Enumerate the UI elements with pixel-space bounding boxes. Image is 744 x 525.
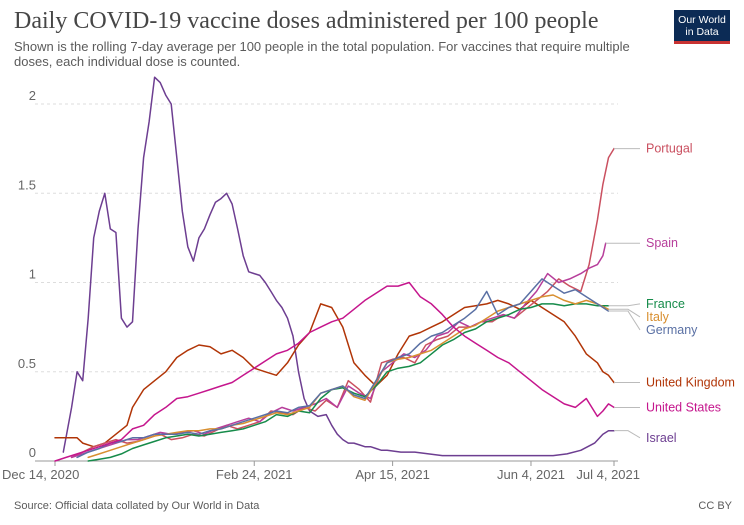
y-tick-label: 0.5	[18, 356, 36, 371]
series-line-united-states[interactable]	[54, 281, 615, 462]
y-tick-label: 1.5	[18, 177, 36, 192]
gridlines: 0 0.5 1 1.5 2	[18, 88, 618, 462]
series-line-israel[interactable]	[62, 76, 615, 457]
series-label-spain[interactable]: Spain	[646, 236, 678, 250]
y-tick-label: 2	[29, 88, 36, 103]
x-tick-label: Dec 14, 2020	[2, 467, 79, 482]
label-connector	[608, 303, 641, 307]
owid-logo[interactable]: Our World in Data	[674, 10, 730, 44]
series-line-germany[interactable]	[76, 278, 610, 459]
x-tick-label: Feb 24, 2021	[216, 467, 293, 482]
x-tick-label: Apr 15, 2021	[355, 467, 429, 482]
source-note[interactable]: Source: Official data collated by Our Wo…	[14, 500, 260, 512]
series-lines	[54, 76, 615, 462]
label-connector	[608, 310, 641, 331]
logo-line-2: in Data	[685, 26, 719, 38]
series-label-united-states[interactable]: United States	[646, 400, 721, 414]
series-label-united-kingdom[interactable]: United Kingdom	[646, 375, 735, 389]
y-tick-label: 1	[29, 267, 36, 282]
series-line-united-kingdom[interactable]	[54, 299, 615, 448]
series-line-portugal[interactable]	[70, 147, 615, 459]
x-axis: Dec 14, 2020 Feb 24, 2021 Apr 15, 2021 Jun …	[2, 460, 640, 482]
license-link[interactable]: CC BY	[698, 500, 732, 512]
chart-title: Daily COVID-19 vaccine doses administere…	[14, 8, 599, 34]
logo-line-1: Our World	[678, 14, 726, 26]
x-tick-label: Jun 4, 2021	[497, 467, 565, 482]
series-label-italy[interactable]: Italy	[646, 310, 670, 324]
series-label-israel[interactable]: Israel	[646, 431, 677, 445]
label-connector	[614, 430, 641, 439]
series-label-portugal[interactable]: Portugal	[646, 142, 693, 156]
x-tick-label: Jul 4, 2021	[576, 467, 640, 482]
chart-subtitle: Shown is the rolling 7-day average per 1…	[14, 39, 630, 69]
series-label-france[interactable]: France	[646, 297, 685, 311]
label-connector	[608, 308, 641, 318]
series-line-spain[interactable]	[70, 242, 607, 459]
series-label-germany[interactable]: Germany	[646, 323, 698, 337]
y-tick-label: 0	[29, 445, 36, 460]
